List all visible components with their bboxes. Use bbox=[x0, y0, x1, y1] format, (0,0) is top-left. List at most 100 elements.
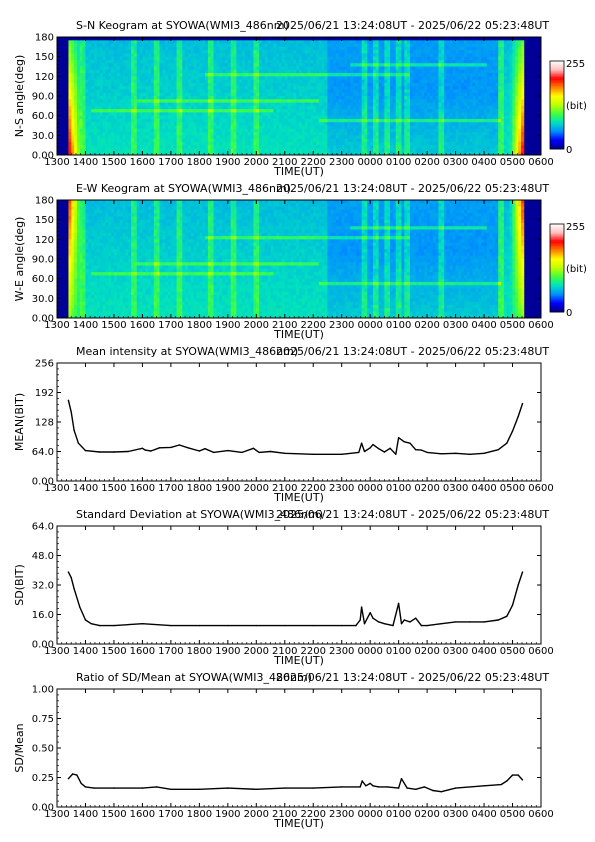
keogram-cell bbox=[407, 109, 411, 113]
keogram-cell bbox=[250, 76, 254, 81]
keogram-cell bbox=[176, 86, 180, 90]
keogram-cell bbox=[91, 96, 95, 100]
keogram-cell bbox=[318, 76, 323, 81]
keogram-cell bbox=[233, 40, 237, 44]
keogram-cell bbox=[176, 37, 180, 41]
keogram-cell bbox=[458, 138, 462, 143]
keogram-cell bbox=[190, 40, 195, 44]
keogram-cell bbox=[168, 73, 172, 77]
keogram-cell bbox=[438, 59, 442, 64]
keogram-cell bbox=[99, 73, 104, 77]
keogram-cell bbox=[136, 145, 141, 149]
keogram-cell bbox=[165, 43, 169, 48]
keogram-cell bbox=[159, 112, 163, 117]
keogram-cell bbox=[293, 122, 297, 126]
keogram-cell bbox=[82, 76, 86, 81]
keogram-cell bbox=[153, 56, 158, 61]
keogram-cell bbox=[321, 89, 325, 94]
keogram-cell bbox=[281, 96, 286, 100]
keogram-cell bbox=[244, 89, 249, 94]
keogram-cell bbox=[153, 118, 158, 123]
keogram-cell bbox=[330, 79, 334, 84]
keogram-cell bbox=[168, 37, 172, 41]
keogram-cell bbox=[290, 148, 294, 153]
keogram-cell bbox=[432, 59, 436, 64]
keogram-cell bbox=[99, 151, 104, 155]
keogram-cell bbox=[119, 66, 123, 71]
keogram-cell bbox=[222, 56, 226, 61]
keogram-cell bbox=[68, 132, 72, 136]
keogram-cell bbox=[256, 76, 260, 81]
keogram-cell bbox=[392, 102, 397, 107]
keogram-cell bbox=[358, 138, 362, 143]
keogram-cell bbox=[108, 145, 112, 149]
keogram-cell bbox=[185, 69, 189, 74]
keogram-cell bbox=[239, 63, 243, 67]
keogram-cell bbox=[259, 135, 263, 140]
keogram-cell bbox=[415, 89, 419, 94]
keogram-cell bbox=[307, 92, 311, 97]
keogram-cell bbox=[173, 128, 178, 133]
keogram-cell bbox=[216, 96, 220, 100]
keogram-cell bbox=[230, 59, 234, 64]
x-axis-label: TIME(UT) bbox=[273, 165, 324, 178]
keogram-cell bbox=[122, 92, 126, 97]
keogram-cell bbox=[321, 115, 325, 120]
keogram-cell bbox=[446, 86, 451, 90]
keogram-cell bbox=[219, 118, 223, 123]
keogram-cell bbox=[446, 122, 451, 126]
keogram-cell bbox=[94, 79, 98, 84]
keogram-cell bbox=[421, 53, 425, 58]
keogram-cell bbox=[230, 76, 234, 81]
keogram-cell bbox=[390, 79, 394, 84]
keogram-cell bbox=[395, 125, 399, 130]
keogram-cell bbox=[310, 63, 314, 67]
keogram-cell bbox=[227, 132, 232, 136]
keogram-cell bbox=[148, 148, 152, 153]
keogram-cell bbox=[296, 69, 300, 74]
keogram-cell bbox=[79, 135, 84, 140]
keogram-cell bbox=[330, 96, 334, 100]
keogram-cell bbox=[415, 135, 419, 140]
keogram-cell bbox=[455, 138, 459, 143]
keogram-cell bbox=[216, 148, 220, 153]
keogram-cell bbox=[401, 125, 405, 130]
keogram-cell bbox=[355, 105, 360, 110]
keogram-cell bbox=[247, 125, 251, 130]
keogram-cell bbox=[324, 132, 328, 136]
keogram-cell bbox=[304, 148, 308, 153]
keogram-cell bbox=[159, 53, 163, 58]
keogram-cell bbox=[281, 59, 286, 64]
keogram-cell bbox=[335, 59, 340, 64]
keogram-cell bbox=[116, 43, 121, 48]
keogram-cell bbox=[261, 82, 266, 87]
keogram-cell bbox=[173, 125, 178, 130]
keogram-cell bbox=[156, 102, 160, 107]
keogram-cell bbox=[301, 148, 306, 153]
keogram-cell bbox=[270, 138, 274, 143]
keogram-cell bbox=[199, 53, 203, 58]
keogram-cell bbox=[327, 138, 331, 143]
keogram-cell bbox=[327, 132, 331, 136]
keogram-cell bbox=[256, 59, 260, 64]
keogram-cell bbox=[102, 138, 106, 143]
keogram-cell bbox=[378, 46, 382, 51]
keogram-cell bbox=[156, 135, 160, 140]
keogram-cell bbox=[446, 128, 451, 133]
keogram-cell bbox=[210, 138, 215, 143]
keogram-cell bbox=[321, 99, 325, 103]
keogram-cell bbox=[318, 73, 323, 77]
keogram-cell bbox=[298, 125, 303, 130]
keogram-cell bbox=[94, 109, 98, 113]
keogram-cell bbox=[404, 118, 408, 123]
keogram-cell bbox=[455, 151, 459, 155]
keogram-cell bbox=[179, 141, 183, 146]
keogram-cell bbox=[82, 105, 86, 110]
keogram-cell bbox=[187, 99, 192, 103]
keogram-cell bbox=[179, 92, 183, 97]
keogram-cell bbox=[202, 76, 206, 81]
keogram-cell bbox=[301, 96, 306, 100]
keogram-cell bbox=[102, 59, 106, 64]
keogram-cell bbox=[307, 118, 311, 123]
keogram-cell bbox=[324, 96, 328, 100]
